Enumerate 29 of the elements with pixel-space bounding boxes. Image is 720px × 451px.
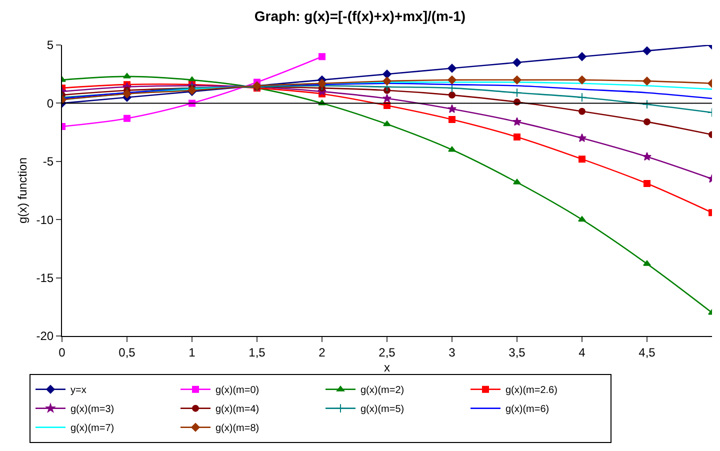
x-tick-label: 0	[58, 345, 66, 360]
legend-label: y=x	[70, 385, 86, 396]
legend-label: g(x)(m=2.6)	[506, 385, 558, 396]
legend-label: g(x)(m=2)	[360, 385, 404, 396]
legend-label: g(x)(m=3)	[70, 404, 114, 416]
legend-label: g(x)(m=6)	[506, 404, 550, 416]
x-tick-label: 3	[448, 345, 456, 360]
x-tick-label: 0,5	[118, 345, 136, 360]
y-tick-label: 5	[46, 38, 54, 52]
y-tick-label: -5	[42, 154, 54, 169]
y-axis-title: g(x) function	[16, 157, 30, 224]
x-tick-label: 1	[188, 345, 196, 360]
y-tick-label: -10	[36, 212, 54, 227]
y-tick-label: -15	[36, 271, 54, 285]
x-tick-label: 2	[318, 345, 326, 360]
x-tick-label: 1,5	[248, 345, 266, 360]
chart-title: Graph: g(x)=[-(f(x)+x)+mx]/(m-1)	[254, 8, 466, 24]
legend-label: g(x)(m=5)	[360, 404, 404, 416]
legend-label: g(x)(m=4)	[216, 404, 260, 416]
x-tick-label: 3,5	[508, 345, 526, 360]
x-axis-title: x	[384, 360, 390, 374]
x-tick-label: 4	[578, 345, 586, 360]
x-tick-label: 2,5	[378, 345, 396, 360]
legend-label: g(x)(m=0)	[216, 385, 260, 396]
y-tick-label: -20	[36, 329, 54, 344]
legend-label: g(x)(m=8)	[216, 423, 260, 434]
x-tick-label: 4,5	[638, 345, 656, 360]
legend-label: g(x)(m=7)	[70, 423, 114, 434]
y-tick-label: 0	[46, 96, 54, 110]
